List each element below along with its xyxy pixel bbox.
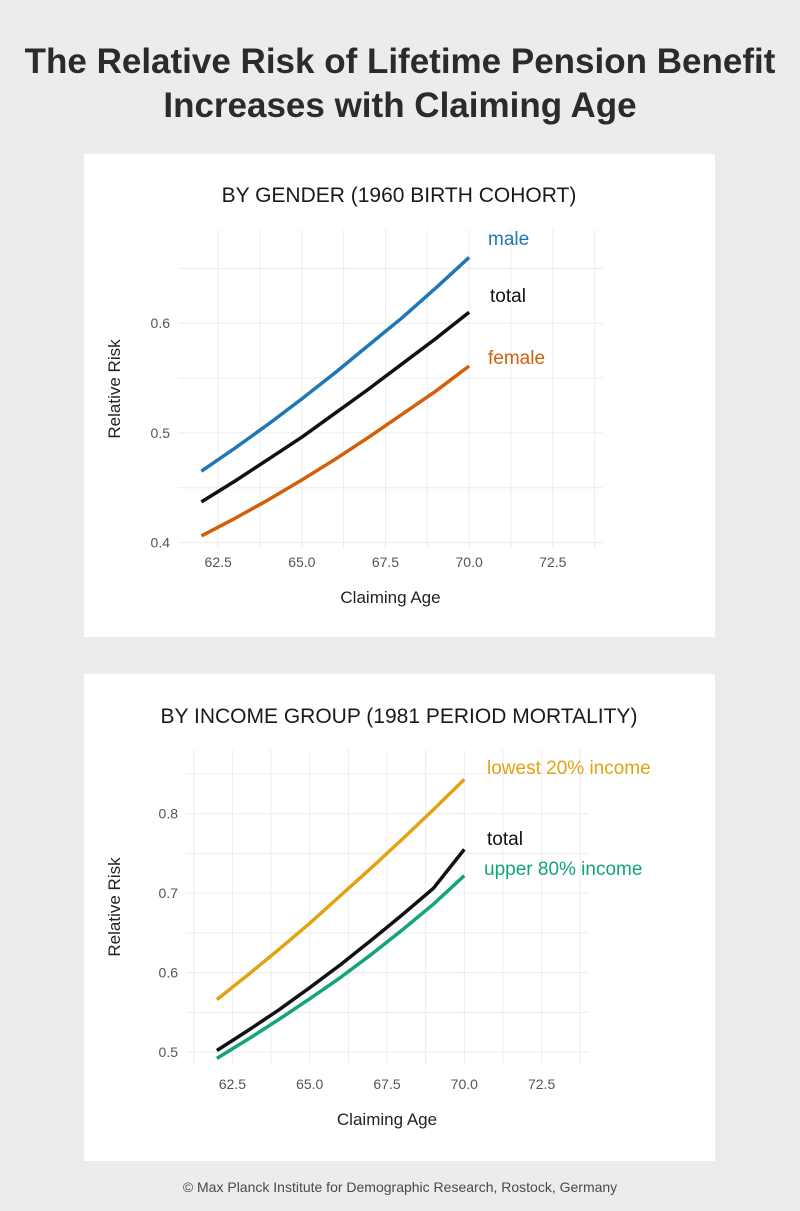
y-tick-label: 0.8 [159, 806, 179, 822]
y-tick-label: 0.5 [151, 425, 171, 441]
x-tick-label: 72.5 [539, 554, 566, 570]
x-tick-label: 65.0 [288, 554, 315, 570]
series-label-total: total [487, 829, 523, 850]
series-line-lowest-20-income [215, 778, 466, 1001]
income-chart-panel: BY INCOME GROUP (1981 PERIOD MORTALITY) 6… [84, 674, 715, 1161]
x-tick-label: 70.0 [451, 1076, 478, 1092]
page-title-line-2: Increases with Claiming Age [163, 86, 637, 125]
y-tick-label: 0.4 [151, 535, 171, 551]
gender-chart: BY GENDER (1960 BIRTH COHORT) 62.5 65.0 67.… [105, 184, 603, 607]
series-label-upper-80-income: upper 80% income [484, 859, 642, 880]
x-axis-label: Claiming Age [340, 588, 440, 607]
y-axis-label: Relative Risk [105, 857, 124, 957]
x-tick-label: 65.0 [296, 1076, 323, 1092]
x-tick-label: 72.5 [528, 1076, 555, 1092]
series-line-upper-80-income [215, 874, 466, 1060]
series-line-male [200, 256, 471, 473]
x-tick-label: 62.5 [205, 554, 232, 570]
series-line-total [200, 310, 471, 504]
income-chart: BY INCOME GROUP (1981 PERIOD MORTALITY) 6… [105, 705, 651, 1129]
series-label-female: female [488, 348, 545, 369]
series-label-male: male [488, 229, 529, 250]
gender-chart-panel: BY GENDER (1960 BIRTH COHORT) 62.5 65.0 67.… [84, 154, 715, 637]
x-tick-label: 67.5 [372, 554, 399, 570]
series-line-total [215, 848, 466, 1052]
series-line-female [200, 364, 471, 538]
page-title-line-1: The Relative Risk of Lifetime Pension Be… [24, 42, 776, 81]
page-title: The Relative Risk of Lifetime Pension Be… [0, 40, 800, 128]
x-tick-label: 62.5 [219, 1076, 246, 1092]
chart-title: BY INCOME GROUP (1981 PERIOD MORTALITY) [161, 705, 638, 728]
x-tick-label: 70.0 [456, 554, 483, 570]
copyright-footer: © Max Planck Institute for Demographic R… [182, 1179, 618, 1195]
y-tick-label: 0.5 [159, 1044, 179, 1060]
y-tick-label: 0.6 [151, 315, 171, 331]
y-axis-label: Relative Risk [105, 339, 124, 439]
series-label-lowest-20-income: lowest 20% income [487, 758, 651, 779]
chart-title: BY GENDER (1960 BIRTH COHORT) [222, 184, 577, 207]
x-axis-label: Claiming Age [337, 1110, 437, 1129]
series-label-total: total [490, 286, 526, 307]
y-tick-label: 0.7 [159, 885, 179, 901]
x-tick-label: 67.5 [373, 1076, 400, 1092]
y-tick-label: 0.6 [159, 965, 179, 981]
